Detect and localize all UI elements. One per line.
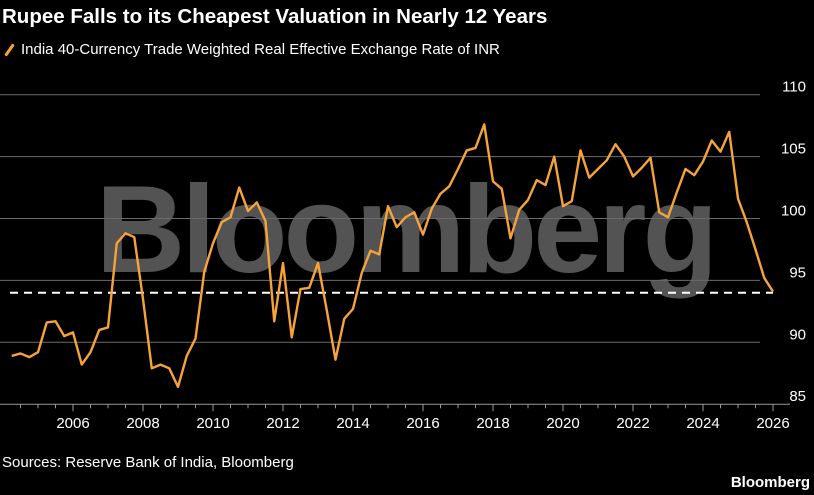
- y-tick-label: 100: [781, 203, 806, 220]
- x-tick-label: 2016: [406, 415, 439, 432]
- y-tick-label: 95: [789, 264, 806, 281]
- y-tick-label: 90: [789, 326, 806, 343]
- y-tick-label: 110: [782, 79, 806, 96]
- x-tick-label: 2006: [56, 415, 89, 432]
- legend-label: India 40-Currency Trade Weighted Real Ef…: [21, 41, 500, 58]
- x-tick-label: 2026: [756, 415, 789, 432]
- watermark: Bloomberg: [96, 161, 714, 299]
- legend: India 40-Currency Trade Weighted Real Ef…: [4, 41, 500, 58]
- x-tick-label: 2018: [476, 415, 509, 432]
- y-tick-label: 85: [789, 388, 806, 405]
- y-tick-label: 105: [781, 141, 806, 158]
- source-note: Sources: Reserve Bank of India, Bloomber…: [2, 454, 294, 471]
- x-tick-label: 2010: [196, 415, 229, 432]
- x-tick-label: 2024: [686, 415, 719, 432]
- x-tick-label: 2012: [266, 415, 299, 432]
- x-tick-label: 2022: [616, 415, 649, 432]
- x-tick-label: 2014: [336, 415, 369, 432]
- x-tick-label: 2008: [126, 415, 159, 432]
- x-tick-label: 2020: [546, 415, 579, 432]
- series-line: [11, 123, 775, 389]
- chart-title: Rupee Falls to its Cheapest Valuation in…: [2, 5, 548, 28]
- bloomberg-logo: Bloomberg: [730, 474, 810, 491]
